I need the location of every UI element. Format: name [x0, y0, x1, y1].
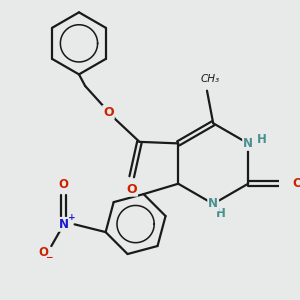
Text: O: O: [103, 106, 114, 119]
Text: H: H: [216, 207, 226, 220]
Text: O: O: [59, 178, 69, 191]
Text: O: O: [292, 177, 300, 190]
Text: O: O: [39, 246, 49, 259]
Text: H: H: [257, 133, 267, 146]
Text: N: N: [243, 137, 253, 150]
Text: CH₃: CH₃: [200, 74, 220, 84]
Text: O: O: [126, 183, 137, 196]
Text: N: N: [59, 218, 69, 231]
Text: +: +: [68, 213, 76, 222]
Text: −: −: [45, 253, 53, 262]
Text: N: N: [208, 197, 218, 210]
